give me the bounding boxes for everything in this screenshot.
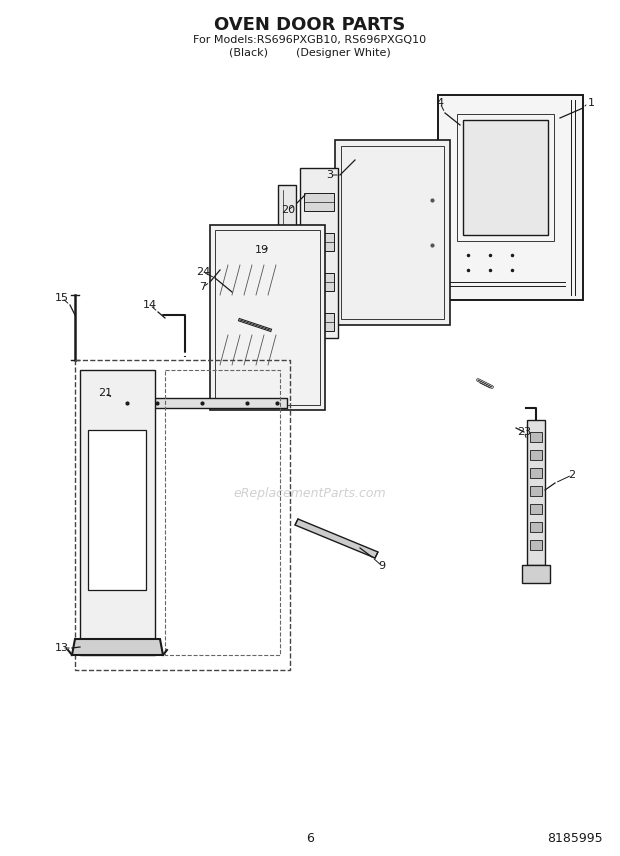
Text: 4: 4: [436, 98, 443, 108]
Text: 23: 23: [517, 427, 531, 437]
Polygon shape: [530, 450, 542, 460]
Polygon shape: [522, 565, 550, 583]
Polygon shape: [530, 522, 542, 532]
Polygon shape: [530, 486, 542, 496]
Polygon shape: [112, 398, 287, 408]
Text: 21: 21: [98, 388, 112, 398]
Polygon shape: [80, 370, 155, 655]
Text: 8185995: 8185995: [547, 831, 603, 845]
Polygon shape: [530, 432, 542, 442]
Text: 19: 19: [255, 245, 269, 255]
Polygon shape: [530, 468, 542, 478]
Polygon shape: [295, 519, 378, 558]
Polygon shape: [530, 540, 542, 550]
Text: (Black)        (Designer White): (Black) (Designer White): [229, 48, 391, 58]
Polygon shape: [527, 420, 545, 565]
Text: 6: 6: [306, 831, 314, 845]
Text: eReplacementParts.com: eReplacementParts.com: [234, 486, 386, 500]
Polygon shape: [304, 273, 334, 291]
Text: For Models:RS696PXGB10, RS696PXGQ10: For Models:RS696PXGB10, RS696PXGQ10: [193, 35, 427, 45]
Polygon shape: [72, 639, 163, 655]
Text: 1: 1: [588, 98, 595, 108]
Text: 2: 2: [569, 470, 575, 480]
Text: 9: 9: [378, 561, 386, 571]
Text: 14: 14: [143, 300, 157, 310]
Text: OVEN DOOR PARTS: OVEN DOOR PARTS: [215, 16, 405, 34]
Polygon shape: [335, 140, 450, 325]
Polygon shape: [300, 168, 338, 338]
Text: 20: 20: [281, 205, 295, 215]
Polygon shape: [210, 225, 325, 410]
Text: 3: 3: [327, 170, 334, 180]
Polygon shape: [463, 120, 548, 235]
Polygon shape: [304, 233, 334, 251]
Text: 7: 7: [200, 282, 206, 292]
Text: 15: 15: [55, 293, 69, 303]
Polygon shape: [530, 504, 542, 514]
Polygon shape: [88, 430, 146, 590]
Text: 24: 24: [196, 267, 210, 277]
Text: 13: 13: [55, 643, 69, 653]
Polygon shape: [438, 95, 583, 300]
Polygon shape: [304, 313, 334, 331]
Polygon shape: [278, 185, 296, 340]
Polygon shape: [304, 193, 334, 211]
